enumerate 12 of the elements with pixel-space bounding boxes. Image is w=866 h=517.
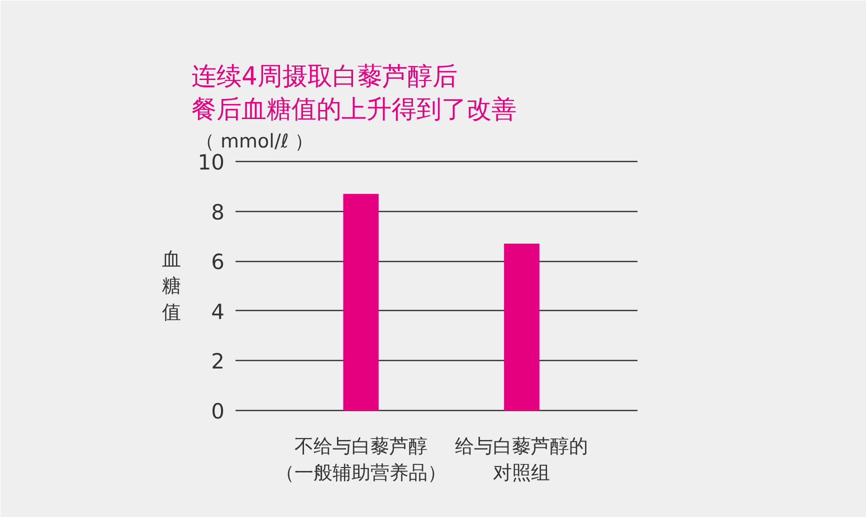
y-tick-label: 8 [211,200,225,224]
y-tick-label: 4 [211,300,225,324]
y-axis-title: 血糖值 [162,248,181,324]
y-tick-label: 2 [211,350,225,374]
chart-title: 连续4周摄取白藜芦醇后 [192,62,458,90]
y-tick-label: 0 [211,400,225,424]
x-tick-label: 给与白藜芦醇的对照组 [455,436,588,484]
text: （ mmol/ℓ ） [196,130,314,152]
x-tick-label: 不给与白藜芦醇（一般辅助营养品） [275,436,446,484]
y-tick-label: 6 [211,250,225,274]
y-tick-label: 10 [198,150,225,174]
chart-subtitle: 餐后血糖值的上升得到了改善 [192,94,516,124]
